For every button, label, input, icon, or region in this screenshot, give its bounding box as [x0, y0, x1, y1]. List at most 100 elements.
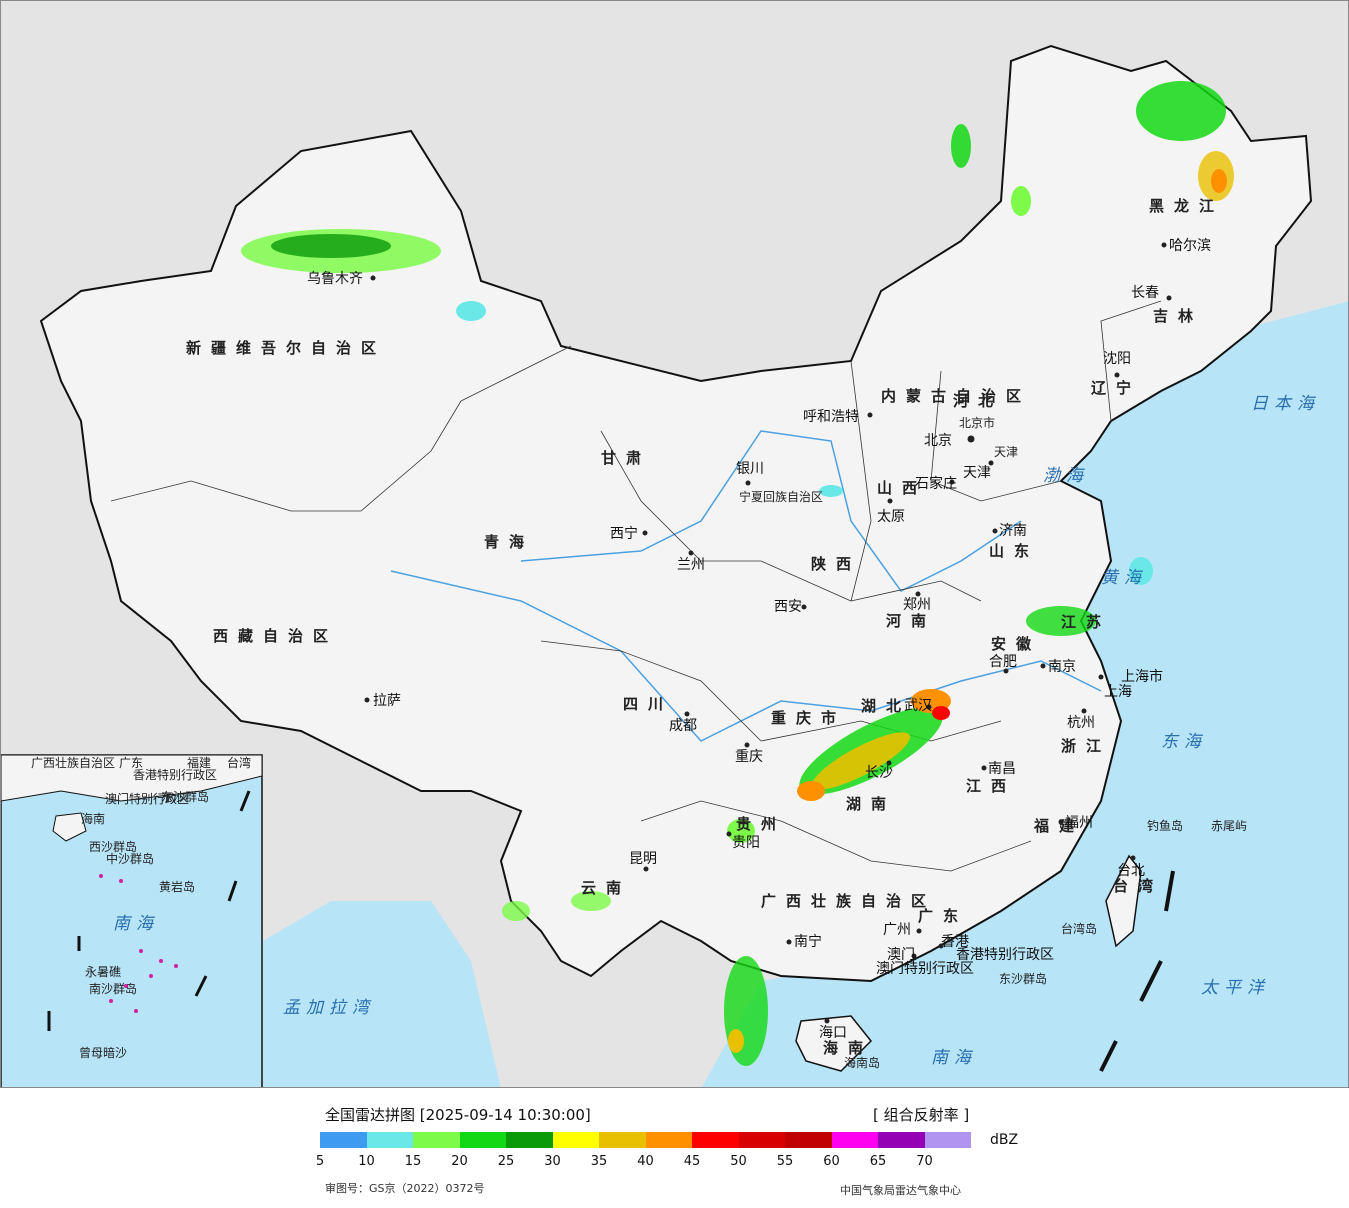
color-swatch-11 [831, 1132, 878, 1148]
city-changchun: 长春 [1131, 285, 1159, 301]
province-borders [110, 300, 1162, 872]
city-chengdu: 成都 [669, 718, 697, 734]
south-china-sea-inset: 广西壮族自治区 广东 福建 台湾 香港特别行政区 澳门特别行政区 东沙群岛 海南… [1, 754, 263, 1087]
label-shaanxi: 陕西 [811, 555, 861, 573]
bay-of-bengal [263, 901, 501, 1087]
city-shanghai: 上海 [1104, 684, 1132, 700]
label-chongqing: 重庆市 [771, 709, 846, 727]
color-swatch-7 [645, 1132, 692, 1148]
color-tick-label: 10 [358, 1154, 375, 1169]
label-guangxi: 广西壮族自治区 [761, 892, 936, 910]
sea-yellow: 黄海 [1101, 568, 1147, 588]
city-beijing: 北京 [924, 433, 952, 449]
color-tick-label: 5 [315, 1154, 325, 1169]
city-nanjing: 南京 [1048, 659, 1076, 675]
label-fujian: 福建 [1033, 817, 1084, 835]
sea-east: 东海 [1161, 732, 1207, 752]
city-haikou: 海口 [819, 1025, 847, 1041]
color-tick-label: 70 [916, 1154, 933, 1169]
inset-macau: 澳门特别行政区 [105, 791, 189, 806]
city-guangzhou: 广州 [883, 922, 911, 938]
city-dots [364, 242, 1172, 1024]
city-zhengzhou: 郑州 [903, 597, 931, 613]
label-hongkong-sar: 香港特别行政区 [956, 947, 1054, 963]
label-qinghai: 青海 [484, 533, 534, 551]
sea-bohai: 渤海 [1043, 466, 1089, 486]
city-harbin: 哈尔滨 [1169, 238, 1211, 254]
city-shenyang: 沈阳 [1103, 351, 1131, 367]
color-swatch-0 [320, 1132, 367, 1148]
label-jilin: 吉林 [1153, 307, 1203, 325]
color-tick-label: 55 [776, 1154, 794, 1169]
label-anhui: 安徽 [991, 635, 1041, 653]
city-xining: 西宁 [610, 525, 638, 542]
inset-xisha: 西沙群岛 [89, 839, 137, 854]
label-hunan: 湖南 [846, 795, 896, 813]
island-chiwei: 赤尾屿 [1211, 819, 1247, 833]
inset-zengmu: 曾母暗沙 [79, 1045, 127, 1060]
inset-south-sea: 南海 [113, 914, 159, 934]
inset-yongshu: 永暑礁 [85, 964, 121, 979]
radar-mosaic-map: 新疆维吾尔自治区 西藏自治区 内蒙古自治区 黑龙江 吉林 辽宁 河北 山西 山东… [0, 0, 1349, 1088]
sea-pacific: 太平洋 [1201, 978, 1270, 998]
island-taiwan: 台湾岛 [1061, 921, 1097, 936]
china-landmass [39, 44, 1313, 983]
label-yunnan: 云南 [581, 879, 631, 897]
sea-bengal: 孟加拉湾 [283, 998, 375, 1018]
color-tick-label: 20 [451, 1154, 468, 1169]
color-swatch-2 [413, 1132, 460, 1148]
city-changsha: 长沙 [865, 765, 893, 781]
color-swatch-3 [459, 1132, 506, 1148]
hainan-island [795, 1015, 873, 1072]
map-canvas: 新疆维吾尔自治区 西藏自治区 内蒙古自治区 黑龙江 吉林 辽宁 河北 山西 山东… [1, 44, 1348, 1087]
label-liaoning: 辽宁 [1091, 379, 1141, 397]
color-tick-label: 35 [590, 1154, 608, 1169]
city-shijiazhuang: 石家庄 [915, 475, 957, 492]
color-tick-label: 45 [683, 1154, 701, 1169]
inset-zhongsha: 中沙群岛 [106, 851, 154, 866]
city-urumqi: 乌鲁木齐 [307, 271, 363, 287]
city-hefei: 合肥 [989, 654, 1017, 670]
label-guizhou: 贵州 [736, 815, 786, 833]
radar-echoes [241, 81, 1234, 1066]
label-ningxia: 宁夏回族自治区 [739, 489, 823, 504]
unit-label: dBZ [990, 1132, 1019, 1148]
city-hohhot: 呼和浩特 [803, 409, 859, 425]
inset-huangyan: 黄岩岛 [159, 879, 195, 894]
label-shanxi: 山西 [877, 479, 927, 497]
city-lhasa: 拉萨 [373, 693, 401, 709]
island-diaoyu: 钓鱼岛 [1147, 818, 1183, 833]
label-xinjiang: 新疆维吾尔自治区 [186, 339, 386, 357]
label-hubei: 湖北 [861, 697, 911, 715]
color-swatch-12 [878, 1132, 925, 1148]
label-xizang: 西藏自治区 [213, 627, 338, 645]
color-swatch-1 [366, 1132, 413, 1148]
label-shandong: 山东 [989, 542, 1039, 560]
color-swatch-10 [785, 1132, 832, 1148]
color-scale-ticks: 5 10 15 20 25 30 35 40 45 50 55 60 65 70 [316, 1154, 1020, 1172]
label-tianjin-shi: 天津 [994, 445, 1018, 459]
island-hainan: 海南岛 [844, 1055, 880, 1070]
label-zhejiang: 浙江 [1061, 737, 1111, 755]
sea-japan: 日本海 [1251, 394, 1320, 414]
yellow-river [520, 430, 1022, 592]
color-tick-label: 65 [869, 1154, 887, 1169]
agency-name: 中国气象局雷达气象中心 [840, 1184, 961, 1197]
inset-taiwan: 台湾 [227, 755, 251, 770]
color-tick-label: 30 [544, 1154, 561, 1169]
inset-dongsha: 东沙群岛 [161, 789, 209, 804]
label-neimenggu: 内蒙古自治区 [881, 387, 1031, 405]
city-taipei: 台北 [1117, 863, 1145, 879]
city-nanchang: 南昌 [988, 761, 1016, 777]
color-swatch-13 [924, 1132, 971, 1148]
city-nanning: 南宁 [794, 933, 822, 950]
map-approval-number: 审图号：GS京（2022）0372号 [325, 1182, 485, 1195]
city-wuhan: 武汉 [904, 698, 932, 714]
maritime-boundary [1099, 870, 1175, 1072]
city-chongqing: 重庆 [735, 749, 763, 765]
island-dongsha: 东沙群岛 [999, 971, 1047, 986]
color-swatch-6 [599, 1132, 646, 1148]
city-fuzhou: 福州 [1065, 815, 1093, 831]
inset-fujian: 福建 [187, 755, 211, 770]
